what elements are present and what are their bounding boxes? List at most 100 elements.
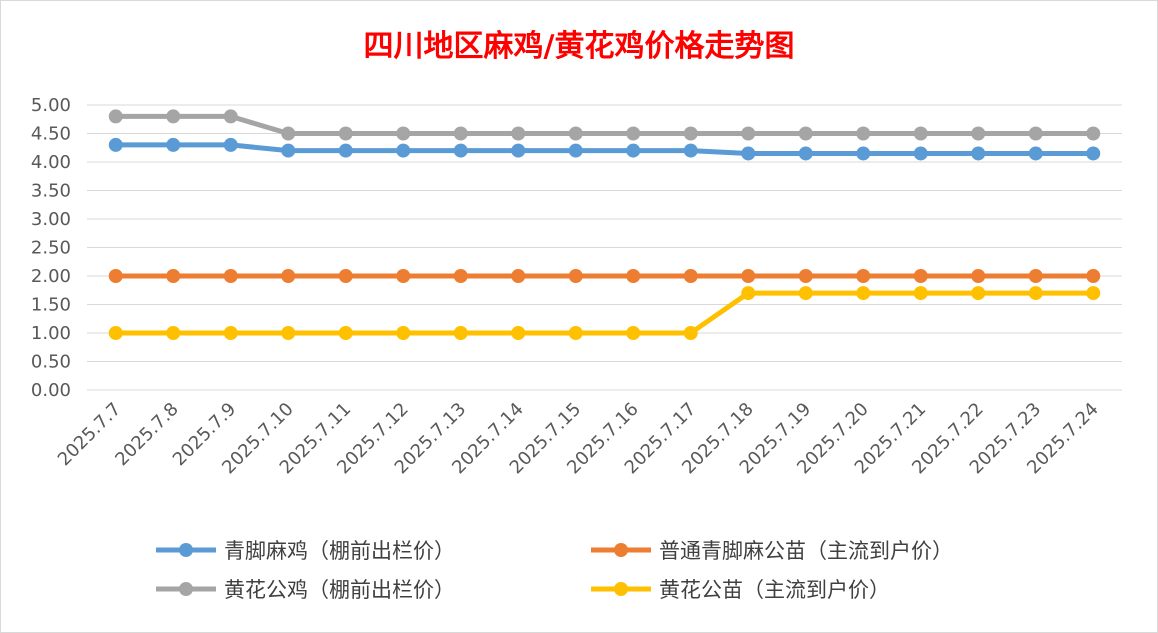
data-point (223, 137, 238, 152)
data-point (626, 326, 641, 340)
y-tick-label: 2.00 (31, 266, 71, 287)
data-point (338, 269, 353, 283)
data-point (1028, 269, 1043, 283)
data-point (281, 143, 296, 158)
data-point (683, 269, 698, 283)
data-point (166, 137, 181, 152)
data-point (913, 286, 928, 301)
data-point (108, 326, 123, 340)
y-tick-label: 0.50 (31, 352, 71, 373)
data-point (683, 326, 698, 340)
legend-label: 青脚麻鸡（棚前出栏价） (224, 539, 455, 563)
data-point (568, 269, 583, 283)
data-point (971, 126, 986, 141)
data-point (338, 126, 353, 141)
data-point (626, 126, 641, 141)
legend-label: 普通青脚麻公苗（主流到户价） (659, 539, 953, 563)
y-tick-label: 1.50 (31, 295, 71, 316)
data-point (453, 326, 468, 340)
data-point (108, 109, 123, 124)
chart-title: 四川地区麻鸡/黄花鸡价格走势图 (364, 29, 795, 64)
series-3 (108, 109, 1101, 141)
legend-label: 黄花公苗（主流到户价） (659, 578, 890, 602)
y-tick-label: 0.00 (31, 380, 71, 401)
data-point (913, 146, 928, 161)
data-point (856, 126, 871, 141)
data-point (511, 326, 526, 340)
series-line (115, 113, 1094, 136)
y-tick-label: 3.00 (31, 209, 71, 230)
data-point (971, 269, 986, 283)
data-point (453, 126, 468, 141)
legend-item: 青脚麻鸡（棚前出栏价） (156, 539, 455, 563)
y-tick-label: 3.50 (31, 181, 71, 202)
series-4 (108, 286, 1101, 340)
y-tick-label: 4.00 (31, 152, 71, 173)
data-point (108, 137, 123, 152)
data-point (971, 146, 986, 161)
series-line (115, 290, 1094, 336)
data-point (1028, 286, 1043, 301)
y-tick-label: 2.50 (31, 238, 71, 259)
x-axis-ticks: 2025.7.72025.7.82025.7.92025.7.102025.7.… (54, 399, 1103, 479)
y-tick-label: 1.00 (31, 323, 71, 344)
data-point (511, 126, 526, 141)
data-point (223, 109, 238, 124)
y-tick-label: 5.00 (31, 95, 71, 116)
data-point (511, 269, 526, 283)
legend-swatch-marker (614, 543, 628, 557)
data-point (511, 143, 526, 158)
data-point (166, 326, 181, 340)
data-point (453, 143, 468, 158)
data-point (281, 269, 296, 283)
data-point (683, 126, 698, 141)
data-point (741, 286, 756, 301)
data-point (568, 126, 583, 141)
data-point (166, 269, 181, 283)
data-point (568, 326, 583, 340)
data-point (281, 126, 296, 141)
data-point (166, 109, 181, 124)
series-1 (108, 137, 1101, 161)
data-point (396, 269, 411, 283)
data-point (108, 269, 123, 283)
data-point (396, 326, 411, 340)
data-point (798, 126, 813, 141)
legend-item: 黄花公鸡（棚前出栏价） (156, 578, 455, 602)
data-point (223, 269, 238, 283)
data-point (338, 143, 353, 158)
legend-label: 黄花公鸡（棚前出栏价） (224, 578, 455, 602)
data-point (223, 326, 238, 340)
legend-item: 普通青脚麻公苗（主流到户价） (591, 539, 953, 563)
y-axis-ticks: 0.00 0.50 1.00 1.50 2.00 2.50 3.00 3.50 4.00 4.50… (31, 95, 71, 401)
data-point (568, 143, 583, 158)
data-point (281, 326, 296, 340)
data-point (1086, 146, 1101, 161)
legend-swatch-marker (614, 582, 628, 596)
data-point (798, 269, 813, 283)
data-point (798, 286, 813, 301)
data-point (396, 143, 411, 158)
data-point (683, 143, 698, 158)
data-point (741, 269, 756, 283)
data-point (338, 326, 353, 340)
series-lines (108, 109, 1101, 340)
data-point (1086, 286, 1101, 301)
data-point (971, 286, 986, 301)
data-point (1086, 269, 1101, 283)
data-point (856, 286, 871, 301)
legend-swatch-marker (179, 543, 193, 557)
data-point (453, 269, 468, 283)
data-point (913, 269, 928, 283)
series-line (115, 142, 1094, 156)
data-point (798, 146, 813, 161)
data-point (741, 126, 756, 141)
legend-swatch-marker (179, 582, 193, 596)
data-point (856, 146, 871, 161)
data-point (741, 146, 756, 161)
legend: 青脚麻鸡（棚前出栏价） 普通青脚麻公苗（主流到户价） 黄花公鸡（棚前出栏价） 黄花公苗… (156, 539, 953, 602)
data-point (1028, 126, 1043, 141)
data-point (626, 269, 641, 283)
data-point (396, 126, 411, 141)
